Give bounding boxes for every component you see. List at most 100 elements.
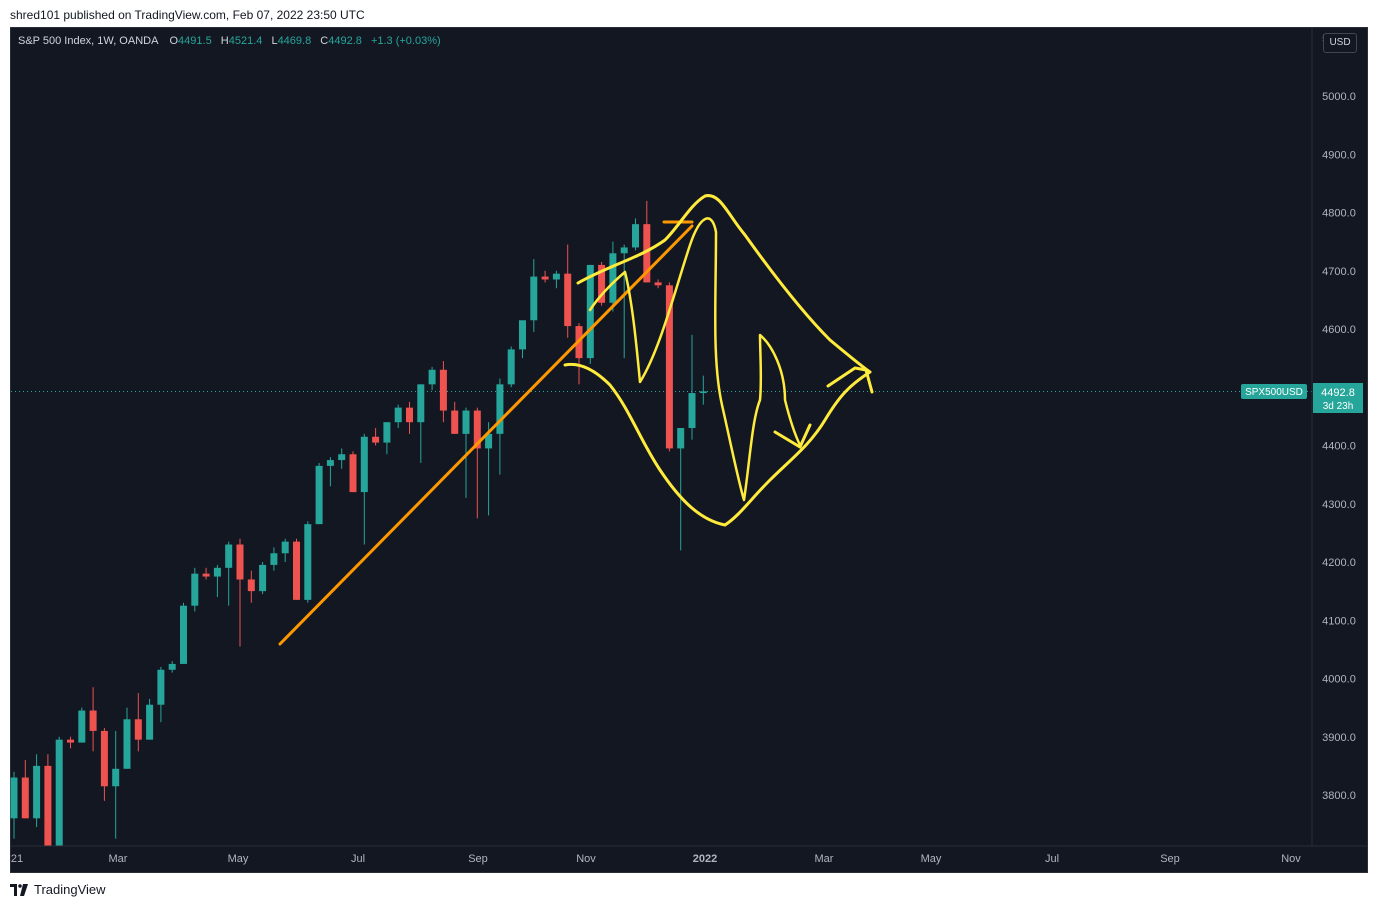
candle <box>281 538 289 562</box>
change-value: +1.3 (+0.03%) <box>370 35 441 47</box>
candle <box>360 433 368 545</box>
candle <box>439 361 447 423</box>
candle-body <box>213 567 221 577</box>
candle-body <box>338 454 346 461</box>
axis-price-tag <box>1313 383 1363 413</box>
candle-body <box>372 436 380 443</box>
candle <box>55 736 63 846</box>
candle <box>315 462 323 525</box>
candle <box>417 384 425 463</box>
low-value: 4469.8 <box>277 35 312 47</box>
candle <box>293 538 300 600</box>
candle <box>519 320 526 359</box>
publish-info: shred101 published on TradingView.com, F… <box>10 8 365 22</box>
candle-body <box>665 285 673 449</box>
candle-body <box>552 273 560 280</box>
candle-body <box>44 765 52 846</box>
candle-body <box>180 605 187 664</box>
high-label: H <box>220 35 229 47</box>
candle-body <box>654 282 662 286</box>
candle-body <box>609 253 617 303</box>
time-tick-label: May <box>921 853 942 865</box>
candle <box>643 200 651 283</box>
candle <box>259 562 267 595</box>
footer-brand: TradingView <box>34 882 106 897</box>
ohlc-legend: S&P 500 Index, 1W, OANDA O4491.5 H4521.4… <box>18 35 447 47</box>
price-tick-label: 4100.0 <box>1322 615 1356 627</box>
candle-body <box>439 369 447 411</box>
candle-body <box>10 777 18 819</box>
candle <box>67 736 74 749</box>
time-tick-label: Sep <box>1160 853 1180 865</box>
candle <box>225 541 233 606</box>
time-tick-label: 21 <box>11 853 23 865</box>
candle <box>44 754 52 846</box>
price-tick-label: 4800.0 <box>1322 208 1356 220</box>
candle-body <box>326 460 334 466</box>
chart-frame[interactable] <box>10 27 1368 873</box>
axis-price-tag-price: 4492.8 <box>1321 387 1355 399</box>
candle <box>247 570 255 603</box>
candle <box>632 218 639 251</box>
candle-body <box>281 541 289 554</box>
candle-body <box>394 407 402 423</box>
candle-body <box>699 391 707 394</box>
price-tick-label: 4700.0 <box>1322 266 1356 278</box>
candles-group <box>10 200 707 846</box>
price-axis: 3800.0 3900.0 4000.0 4100.0 4200.0 4300.0 4400… <box>1322 33 1356 802</box>
candle-body <box>473 410 481 449</box>
candle <box>383 422 391 455</box>
candle <box>191 567 199 612</box>
candle <box>541 270 549 283</box>
candle-body <box>632 224 639 248</box>
candle <box>33 754 41 828</box>
candle <box>112 730 120 839</box>
symbol-title: S&P 500 Index, 1W, OANDA <box>18 35 159 47</box>
candle <box>609 241 617 312</box>
close-label: C <box>320 35 329 47</box>
candle <box>586 264 594 364</box>
time-tick-label: Nov <box>1281 853 1301 865</box>
candle <box>507 346 515 388</box>
price-tick-label: 4300.0 <box>1322 499 1356 511</box>
candle <box>168 661 176 673</box>
candle-body <box>157 669 165 705</box>
candle-body <box>586 264 594 359</box>
currency-button[interactable]: USD <box>1323 33 1357 53</box>
candle <box>146 698 154 740</box>
candle-body <box>688 393 696 429</box>
tradingview-logo-icon <box>10 883 28 896</box>
candle <box>598 262 606 306</box>
candle <box>202 567 210 580</box>
candle-body <box>78 710 86 743</box>
candle <box>473 407 481 519</box>
down-arrow-head-icon <box>773 423 812 449</box>
open-label: O <box>169 35 179 47</box>
candle <box>349 451 357 493</box>
candle-body <box>383 422 391 443</box>
price-tick-label: 4000.0 <box>1322 674 1356 686</box>
candle-body <box>191 573 199 606</box>
open-value: 4491.5 <box>178 35 212 47</box>
candle <box>406 401 413 434</box>
candle-body <box>134 719 142 740</box>
candle <box>451 401 459 434</box>
candle <box>304 521 312 603</box>
price-tick-label: 4400.0 <box>1322 441 1356 453</box>
time-tick-label: Mar <box>109 853 128 865</box>
candle-body <box>168 663 176 670</box>
candle <box>462 407 470 498</box>
candle <box>564 244 572 338</box>
candle-body <box>507 349 515 385</box>
candle <box>428 366 436 391</box>
candle-body <box>677 428 685 449</box>
time-tick-label: Jul <box>1045 853 1059 865</box>
candle <box>394 404 402 429</box>
candle <box>157 666 165 723</box>
candle-body <box>530 276 538 321</box>
time-tick-label: Sep <box>468 853 488 865</box>
price-tick-label: 3900.0 <box>1322 732 1356 744</box>
symbol-price-tag-text: SPX500USD <box>1245 387 1303 398</box>
candle <box>236 538 244 647</box>
